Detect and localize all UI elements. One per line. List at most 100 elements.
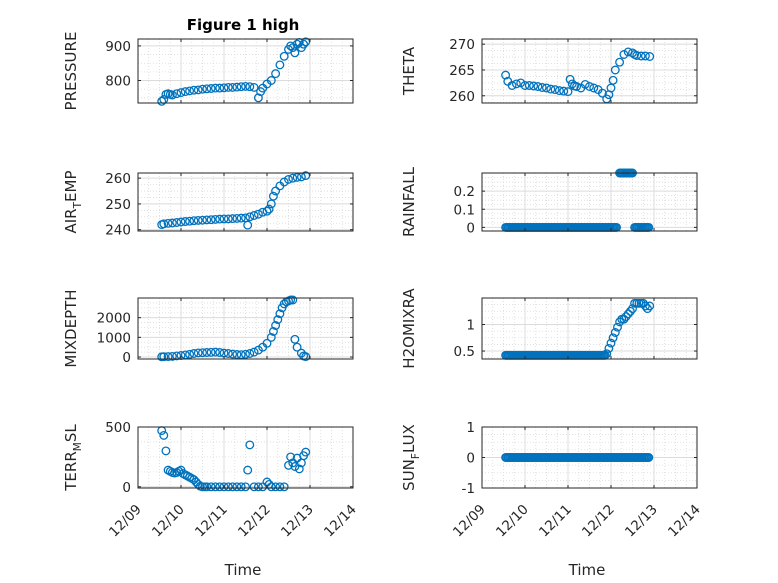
subplot-theta: 260 265 270 THETA [400,37,698,105]
y-tick-label: 800 [105,74,131,90]
x-tick-label: 12/09 [106,502,145,541]
data-point [623,309,633,319]
data-point [210,214,220,224]
data-point [167,90,177,100]
data-point [262,206,272,216]
data-point [284,460,293,470]
data-point [228,482,238,492]
data-point [193,215,203,225]
data-point [243,465,253,475]
y-tick-label: 500 [105,420,131,436]
data-point [546,84,556,94]
data-point [249,82,259,92]
data-point [215,83,225,93]
data-point [159,219,169,229]
y-tick-label: 260 [105,171,131,187]
y-axis-label: H2OMIXRA [400,288,418,369]
axes-box [137,297,354,360]
data-point [219,214,229,224]
axes-box [481,38,698,104]
y-tick-label: 0.1 [454,202,475,218]
data-point [644,453,654,462]
data-point [266,332,276,342]
data-point [198,215,207,225]
x-axis-label-right: Time [568,561,606,579]
data-point [619,50,629,59]
data-point [206,215,216,225]
data-point [210,83,220,93]
data-point [198,348,207,358]
data-point [610,65,620,75]
data-point [223,82,233,92]
data-point [236,482,246,492]
data-point [529,81,539,91]
y-tick-label: 265 [449,63,475,79]
data-point [172,218,182,227]
x-tick-label: 12/11 [536,502,575,541]
data-point [189,85,199,95]
data-point [232,213,242,223]
y-tick-label: 0 [466,451,475,467]
y-tick-label: 900 [105,39,131,55]
x-tick-label: 12/12 [235,502,274,541]
data-point [172,89,182,99]
data-point [290,462,300,471]
x-tick-label: 12/10 [493,502,532,541]
data-point [640,301,650,311]
data-point [279,177,289,187]
data-point [253,93,263,103]
data-point [223,214,233,224]
x-tick-label: 12/11 [192,502,231,541]
data-point [202,215,212,225]
data-point [198,84,207,94]
data-point [640,51,650,61]
data-point [232,82,242,92]
data-point [189,216,199,226]
x-tick-label: 12/12 [579,502,618,541]
data-point [185,216,195,226]
data-point [643,304,652,314]
axes-box [137,426,354,489]
data-point [604,343,614,353]
y-axis-label: AIRTEMP [62,171,84,234]
data-point [172,351,182,361]
y-tick-label: 2000 [97,311,131,327]
data-point [563,87,573,97]
data-point [245,82,255,92]
data-point [290,334,300,344]
data-point [228,82,238,92]
data-point [189,349,199,358]
data-point [606,338,616,348]
data-point [159,430,169,440]
axes-box [137,172,354,232]
data-point [628,304,637,314]
data-point [507,81,517,90]
y-tick-label: 270 [449,37,475,53]
y-axis-label: TERRMSL [62,424,84,492]
data-point [243,220,253,230]
x-tick-label: 12/09 [450,502,489,541]
axes-box [481,172,698,232]
data-point [219,482,229,492]
data-point [275,60,285,70]
data-point [185,86,195,96]
x-tick-label: 12/14 [665,502,704,541]
data-point [550,85,560,95]
data-point [241,349,250,359]
subplot-mixdepth: 0 1000 2000 MIXDEPTH [62,289,354,368]
subplot-pressure: 800 900 PRESSURE [62,32,354,110]
data-point [193,348,203,358]
data-point [210,482,220,492]
data-point [275,309,285,319]
data-point [228,349,238,359]
data-point [232,350,242,359]
data-point [288,173,298,183]
data-point [608,75,618,85]
data-point [537,83,547,92]
x-tick-label: 12/13 [622,502,661,541]
data-point [193,85,203,95]
data-point [501,70,511,80]
data-point [206,347,216,357]
axes-box [481,297,698,360]
